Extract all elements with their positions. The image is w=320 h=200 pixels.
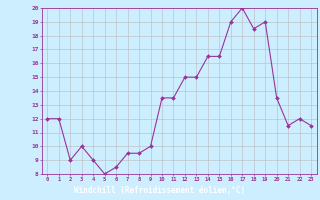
Text: Windchill (Refroidissement éolien,°C): Windchill (Refroidissement éolien,°C) (75, 186, 245, 195)
